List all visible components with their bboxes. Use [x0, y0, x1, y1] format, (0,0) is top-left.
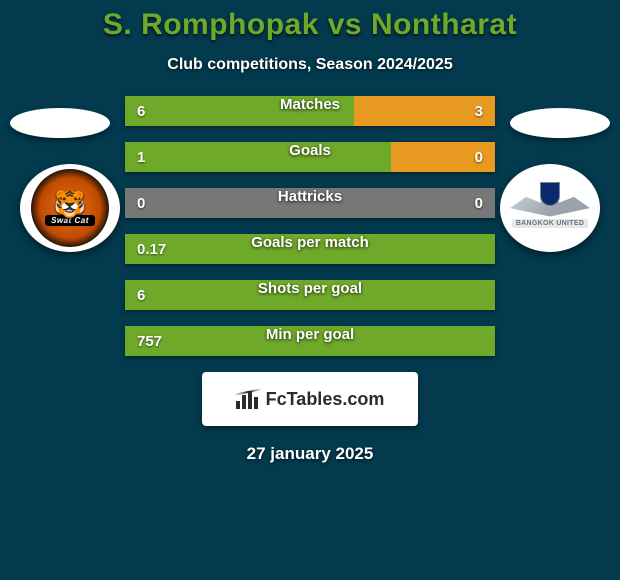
value-left: 0 — [125, 195, 157, 212]
value-left: 757 — [125, 333, 174, 350]
comparison-row: 10Goals — [125, 142, 495, 172]
comparison-row: 63Matches — [125, 96, 495, 126]
bar-right: 0 — [391, 142, 495, 172]
bar-left: 0 — [125, 188, 310, 218]
club-badge-right: BANGKOK UNITED — [500, 164, 600, 252]
bar-right: 3 — [354, 96, 495, 126]
footer-date: 27 january 2025 — [0, 444, 620, 464]
comparison-row: 0.17Goals per match — [125, 234, 495, 264]
club-right-label: BANGKOK UNITED — [512, 219, 588, 228]
value-right: 3 — [463, 103, 495, 120]
value-right: 0 — [463, 149, 495, 166]
bangkok-united-crest-icon: BANGKOK UNITED — [508, 178, 592, 238]
comparison-rows: 63Matches10Goals00Hattricks0.17Goals per… — [125, 96, 495, 356]
swat-cat-crest-icon: 🐯 Swat Cat — [31, 169, 109, 247]
value-left: 0.17 — [125, 241, 178, 258]
bar-left: 6 — [125, 96, 354, 126]
value-left: 6 — [125, 287, 157, 304]
comparison-row: 757Min per goal — [125, 326, 495, 356]
bar-right: 0 — [310, 188, 495, 218]
bar-left: 1 — [125, 142, 391, 172]
value-left: 1 — [125, 149, 157, 166]
branding-text: FcTables.com — [266, 389, 385, 410]
comparison-row: 6Shots per goal — [125, 280, 495, 310]
player-right-avatar — [510, 108, 610, 138]
bar-left: 6 — [125, 280, 495, 310]
comparison-stage: 🐯 Swat Cat BANGKOK UNITED 63Matches10Goa… — [0, 96, 620, 464]
subtitle: Club competitions, Season 2024/2025 — [0, 56, 620, 74]
fctables-logo-icon — [236, 389, 260, 409]
comparison-row: 00Hattricks — [125, 188, 495, 218]
player-left-avatar — [10, 108, 110, 138]
bar-left: 0.17 — [125, 234, 495, 264]
value-left: 6 — [125, 103, 157, 120]
bar-left: 757 — [125, 326, 495, 356]
value-right: 0 — [463, 195, 495, 212]
branding-badge: FcTables.com — [202, 372, 418, 426]
club-badge-left: 🐯 Swat Cat — [20, 164, 120, 252]
page-title: S. Romphopak vs Nontharat — [0, 8, 620, 42]
comparison-card: S. Romphopak vs Nontharat Club competiti… — [0, 0, 620, 580]
